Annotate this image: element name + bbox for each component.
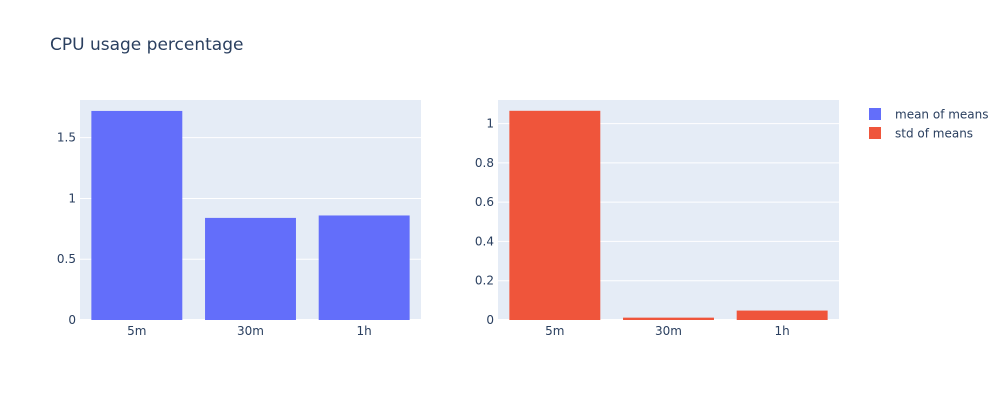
y-tick-label: 1.5 xyxy=(57,131,76,145)
subplot-1-y-axis: 0 0.5 1 1.5 xyxy=(57,131,76,327)
y-tick-label: 0.2 xyxy=(475,274,494,288)
legend-item-mean-of-means[interactable]: mean of means xyxy=(869,108,989,122)
legend: mean of means std of means xyxy=(869,108,989,141)
bar-5m[interactable] xyxy=(509,110,601,320)
y-tick-label: 0.6 xyxy=(475,195,494,209)
bar-5m[interactable] xyxy=(91,110,183,320)
legend-label: std of means xyxy=(895,127,973,141)
legend-swatch xyxy=(869,127,881,139)
bar-30m[interactable] xyxy=(623,317,714,320)
x-tick-label: 30m xyxy=(237,324,264,338)
subplot-2: 0 0.2 0.4 0.6 0.8 1 5m 30m 1h xyxy=(475,100,839,338)
subplot-2-y-axis: 0 0.2 0.4 0.6 0.8 1 xyxy=(475,117,494,327)
legend-swatch xyxy=(869,108,881,120)
x-tick-label: 5m xyxy=(127,324,146,338)
subplot-2-x-axis: 5m 30m 1h xyxy=(545,324,790,338)
x-tick-label: 5m xyxy=(545,324,564,338)
legend-label: mean of means xyxy=(895,108,989,122)
subplot-2-bars xyxy=(509,110,828,320)
legend-item-std-of-means[interactable]: std of means xyxy=(869,127,973,141)
x-tick-label: 1h xyxy=(775,324,790,338)
subplot-1: 0 0.5 1 1.5 5m 30m 1h xyxy=(57,100,421,338)
y-tick-label: 0.8 xyxy=(475,156,494,170)
y-tick-label: 1 xyxy=(486,117,494,131)
y-tick-label: 0.5 xyxy=(57,252,76,266)
y-tick-label: 0.4 xyxy=(475,234,494,248)
bar-1h[interactable] xyxy=(318,215,410,320)
subplot-1-x-axis: 5m 30m 1h xyxy=(127,324,372,338)
bar-1h[interactable] xyxy=(736,310,828,320)
y-tick-label: 0 xyxy=(68,313,76,327)
y-tick-label: 0 xyxy=(486,313,494,327)
bar-30m[interactable] xyxy=(205,217,296,320)
chart-title: CPU usage percentage xyxy=(50,35,243,55)
y-tick-label: 1 xyxy=(68,191,76,205)
x-tick-label: 1h xyxy=(357,324,372,338)
x-tick-label: 30m xyxy=(655,324,682,338)
subplot-1-bars xyxy=(91,110,410,320)
